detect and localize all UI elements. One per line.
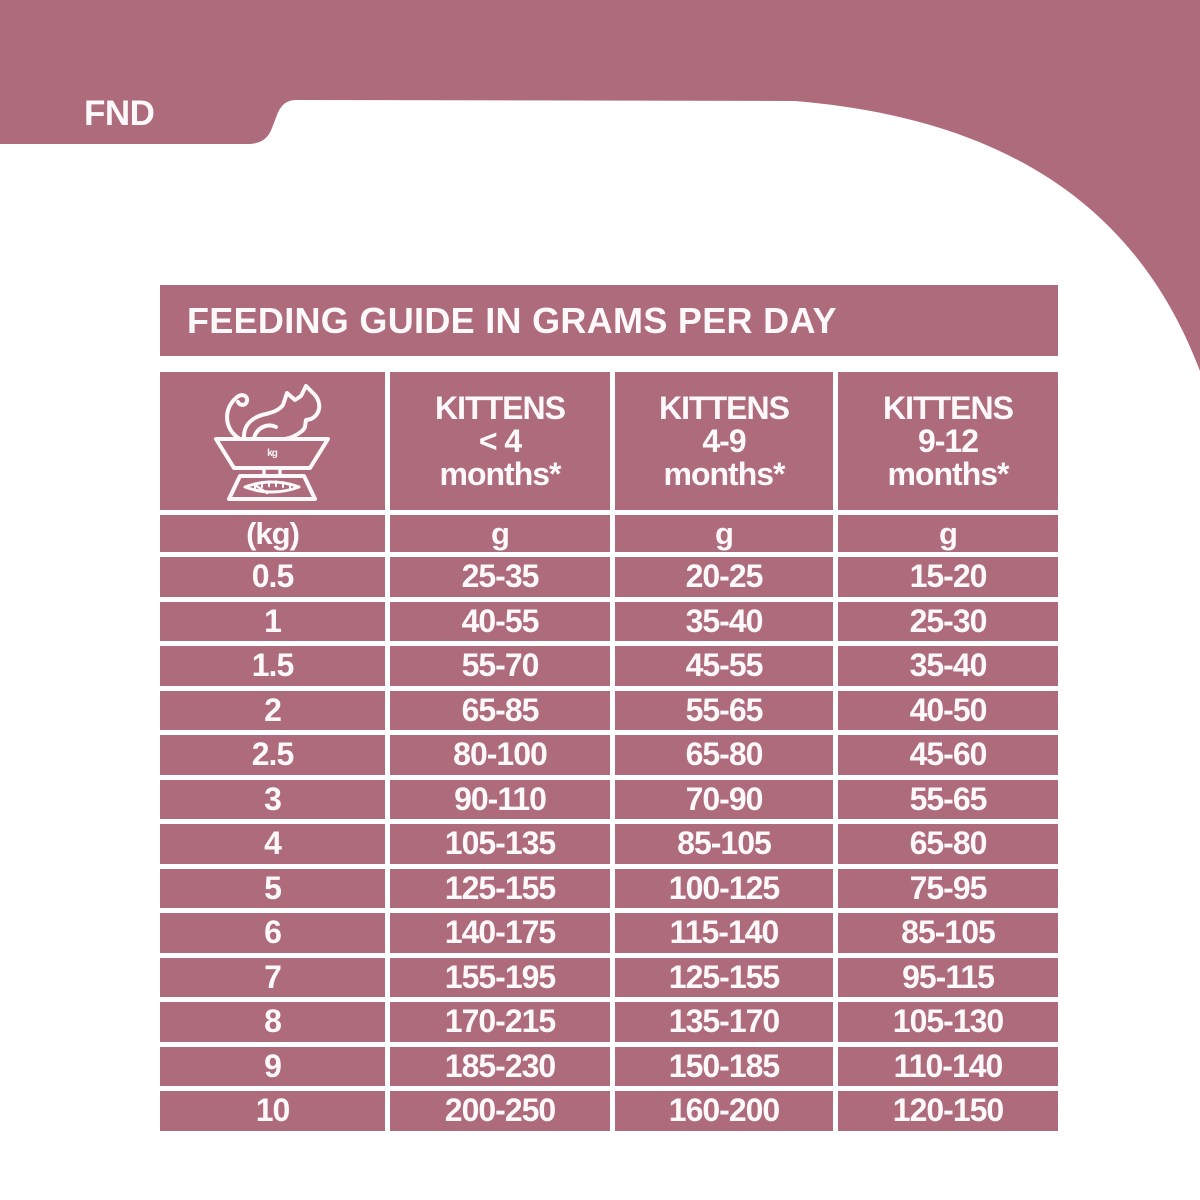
amount-cell: 55-70 [390,646,610,686]
column-header-kittens-9-12: KITTENS 9-12 months* [838,372,1058,510]
column-header-kittens-4-9: KITTENS 4-9 months* [615,372,833,510]
product-tab-label: FND [84,94,155,133]
unit-cell-kg: (kg) [160,515,385,552]
amount-cell: 135-170 [615,1002,833,1042]
weight-cell: 6 [160,913,385,953]
weight-cell: 10 [160,1091,385,1131]
amount-cell: 35-40 [838,646,1058,686]
weight-cell: 4 [160,824,385,864]
amount-cell: 55-65 [615,690,833,730]
scale-kg-label: kg [267,448,278,459]
weight-cell: 0.5 [160,557,385,597]
amount-cell: 40-55 [390,601,610,641]
weight-cell: 5 [160,868,385,908]
amount-cell: 155-195 [390,957,610,997]
amount-cell: 85-105 [615,824,833,864]
amount-cell: 140-175 [390,913,610,953]
feeding-guide-table: FEEDING GUIDE IN GRAMS PER DAY kg [160,285,1058,1131]
amount-cell: 115-140 [615,913,833,953]
amount-cell: 105-135 [390,824,610,864]
amount-cell: 65-80 [838,824,1058,864]
weight-header-cell: kg [160,372,385,510]
unit-cell-g: g [838,515,1058,552]
amount-cell: 40-50 [838,690,1058,730]
amount-cell: 45-60 [838,735,1058,775]
amount-cell: 185-230 [390,1046,610,1086]
amount-cell: 170-215 [390,1002,610,1042]
amount-cell: 120-150 [838,1091,1058,1131]
amount-cell: 90-110 [390,779,610,819]
amount-cell: 150-185 [615,1046,833,1086]
amount-cell: 35-40 [615,601,833,641]
amount-cell: 95-115 [838,957,1058,997]
amount-cell: 65-85 [390,690,610,730]
amount-cell: 25-30 [838,601,1058,641]
amount-cell: 25-35 [390,557,610,597]
amount-cell: 160-200 [615,1091,833,1131]
amount-cell: 110-140 [838,1046,1058,1086]
amount-cell: 85-105 [838,913,1058,953]
amount-cell: 125-155 [615,957,833,997]
weight-cell: 2.5 [160,735,385,775]
amount-cell: 75-95 [838,868,1058,908]
amount-cell: 45-55 [615,646,833,686]
table-title-bar: FEEDING GUIDE IN GRAMS PER DAY [160,285,1058,356]
weight-cell: 2 [160,690,385,730]
cat-on-scale-icon: kg [213,384,330,501]
amount-cell: 65-80 [615,735,833,775]
unit-cell-g: g [615,515,833,552]
amount-cell: 200-250 [390,1091,610,1131]
weight-cell: 1.5 [160,646,385,686]
weight-cell: 7 [160,957,385,997]
amount-cell: 15-20 [838,557,1058,597]
amount-cell: 80-100 [390,735,610,775]
weight-cell: 3 [160,779,385,819]
amount-cell: 125-155 [390,868,610,908]
amount-cell: 20-25 [615,557,833,597]
feeding-grid: kg KITTENS < 4 months* [160,372,1058,1131]
weight-cell: 8 [160,1002,385,1042]
column-header-kittens-under4: KITTENS < 4 months* [390,372,610,510]
header-band-shape [0,0,1200,371]
amount-cell: 100-125 [615,868,833,908]
amount-cell: 70-90 [615,779,833,819]
weight-cell: 9 [160,1046,385,1086]
table-title: FEEDING GUIDE IN GRAMS PER DAY [187,299,837,341]
amount-cell: 55-65 [838,779,1058,819]
unit-cell-g: g [390,515,610,552]
dial-needle [253,483,268,495]
weight-cell: 1 [160,601,385,641]
amount-cell: 105-130 [838,1002,1058,1042]
